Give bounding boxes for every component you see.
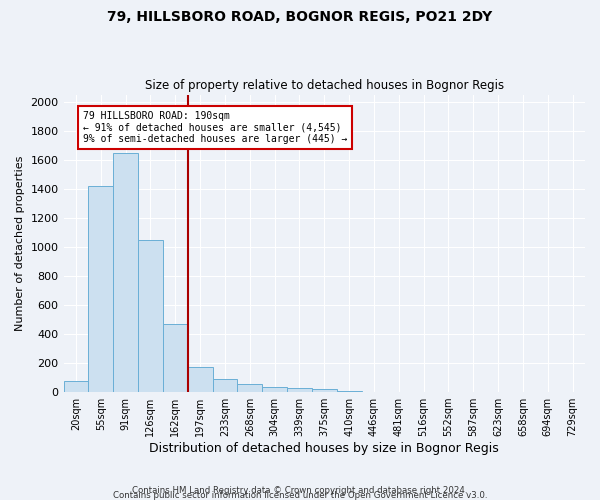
Bar [163,324,188,392]
Text: 79, HILLSBORO ROAD, BOGNOR REGIS, PO21 2DY: 79, HILLSBORO ROAD, BOGNOR REGIS, PO21 2… [107,10,493,24]
Bar [238,384,262,392]
Bar [312,390,337,392]
Bar [138,240,163,392]
Bar [212,379,238,392]
Text: Contains HM Land Registry data © Crown copyright and database right 2024.: Contains HM Land Registry data © Crown c… [132,486,468,495]
Bar [287,388,312,392]
Text: 79 HILLSBORO ROAD: 190sqm
← 91% of detached houses are smaller (4,545)
9% of sem: 79 HILLSBORO ROAD: 190sqm ← 91% of detac… [83,110,347,144]
Bar [88,186,113,392]
Bar [113,152,138,392]
X-axis label: Distribution of detached houses by size in Bognor Regis: Distribution of detached houses by size … [149,442,499,455]
Bar [188,366,212,392]
Y-axis label: Number of detached properties: Number of detached properties [15,156,25,331]
Bar [64,381,88,392]
Bar [262,386,287,392]
Title: Size of property relative to detached houses in Bognor Regis: Size of property relative to detached ho… [145,79,504,92]
Bar [337,391,362,392]
Text: Contains public sector information licensed under the Open Government Licence v3: Contains public sector information licen… [113,491,487,500]
